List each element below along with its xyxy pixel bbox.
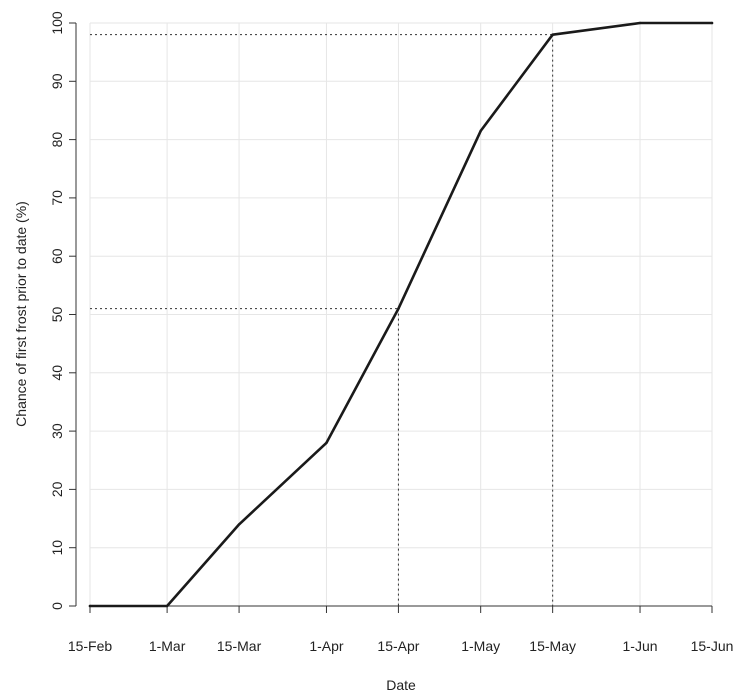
data-point: [88, 604, 92, 608]
x-axis-title: Date: [386, 677, 416, 693]
y-tick-label: 100: [49, 11, 65, 35]
data-point: [397, 307, 400, 310]
axes: [69, 22, 713, 613]
y-tick-label: 40: [49, 365, 65, 381]
tick-labels: 15-Feb 1-Mar 15-Mar 1-Apr 15-Apr 1-May 15-May 1…: [49, 11, 733, 654]
y-tick-label: 30: [49, 423, 65, 439]
x-tick-label: 15-Apr: [377, 638, 419, 654]
y-tick-label: 50: [49, 307, 65, 323]
x-tick-label: 1-Apr: [309, 638, 344, 654]
grid-layer: [89, 22, 713, 607]
x-tick-label: 1-Jun: [623, 638, 658, 654]
x-tick-label: 15-Feb: [68, 638, 113, 654]
data-point: [237, 523, 241, 526]
series-layer: [88, 21, 714, 608]
data-point: [165, 604, 169, 608]
reference-lines: [90, 34, 554, 606]
data-point: [551, 33, 554, 36]
x-tick-label: 1-Mar: [149, 638, 186, 654]
data-point: [325, 441, 328, 444]
y-tick-label: 0: [49, 602, 65, 610]
y-axis-title: Chance of first frost prior to date (%): [13, 201, 29, 427]
x-tick-label: 15-Mar: [217, 638, 262, 654]
x-tick-label: 15-May: [529, 638, 576, 654]
y-tick-label: 80: [49, 132, 65, 148]
data-point: [710, 21, 714, 25]
y-tick-label: 70: [49, 190, 65, 206]
y-tick-label: 20: [49, 481, 65, 497]
data-point: [479, 129, 482, 133]
y-tick-label: 10: [49, 540, 65, 556]
y-tick-label: 90: [49, 73, 65, 89]
x-tick-label: 1-May: [461, 638, 500, 654]
data-point: [638, 21, 642, 25]
y-tick-label: 60: [49, 248, 65, 264]
x-tick-label: 15-Jun: [691, 638, 734, 654]
